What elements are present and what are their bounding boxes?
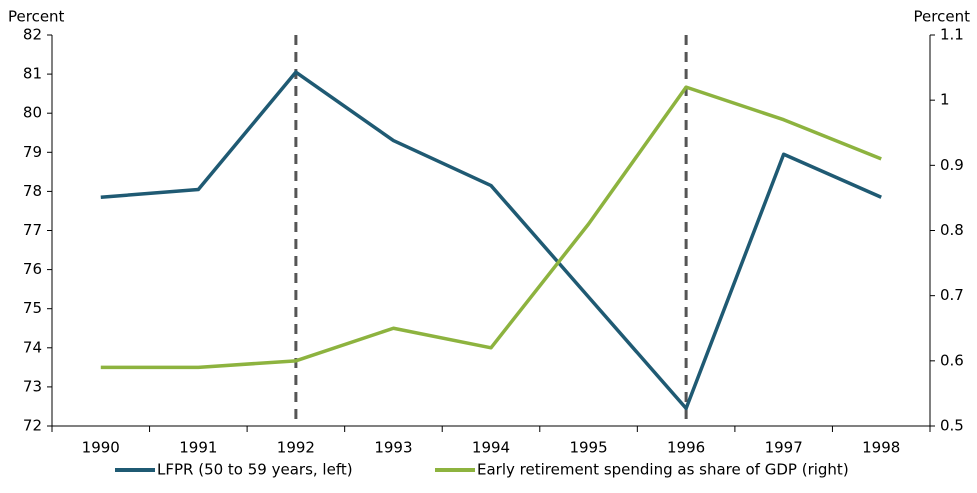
y-tick-label: 81 xyxy=(23,65,42,83)
y-tick-label: 79 xyxy=(23,143,42,161)
x-tick-label: 1997 xyxy=(765,439,803,457)
y-tick-label: 80 xyxy=(23,104,42,122)
y-tick-label: 73 xyxy=(23,377,42,395)
y-tick-label: 72 xyxy=(23,417,42,435)
x-tick-label: 1998 xyxy=(862,439,900,457)
y2-tick-label: 1.1 xyxy=(940,26,964,44)
y-tick-label: 74 xyxy=(23,338,42,356)
y-tick-label: 76 xyxy=(23,260,42,278)
y-axis-label: Percent xyxy=(8,8,65,26)
y-tick-label: 78 xyxy=(23,182,42,200)
y-tick-label: 82 xyxy=(23,26,42,44)
x-tick-label: 1992 xyxy=(277,439,315,457)
y-tick-label: 77 xyxy=(23,221,42,239)
y2-tick-label: 0.5 xyxy=(940,417,964,435)
x-tick-label: 1994 xyxy=(472,439,510,457)
x-tick-label: 1996 xyxy=(667,439,705,457)
y2-axis-label: Percent xyxy=(914,8,971,26)
x-tick-label: 1990 xyxy=(82,439,120,457)
y-tick-label: 75 xyxy=(23,299,42,317)
series-line xyxy=(100,85,882,370)
y2-tick-label: 1 xyxy=(940,91,950,109)
y2-tick-label: 0.9 xyxy=(940,156,964,174)
y2-tick-label: 0.6 xyxy=(940,351,964,369)
y2-tick-label: 0.7 xyxy=(940,286,964,304)
legend-label: LFPR (50 to 59 years, left) xyxy=(157,461,353,479)
legend-label: Early retirement spending as share of GD… xyxy=(477,461,849,479)
x-tick-label: 1995 xyxy=(569,439,607,457)
x-tick-label: 1993 xyxy=(374,439,412,457)
series-line xyxy=(100,70,882,411)
x-tick-label: 1991 xyxy=(179,439,217,457)
y2-tick-label: 0.8 xyxy=(940,221,964,239)
